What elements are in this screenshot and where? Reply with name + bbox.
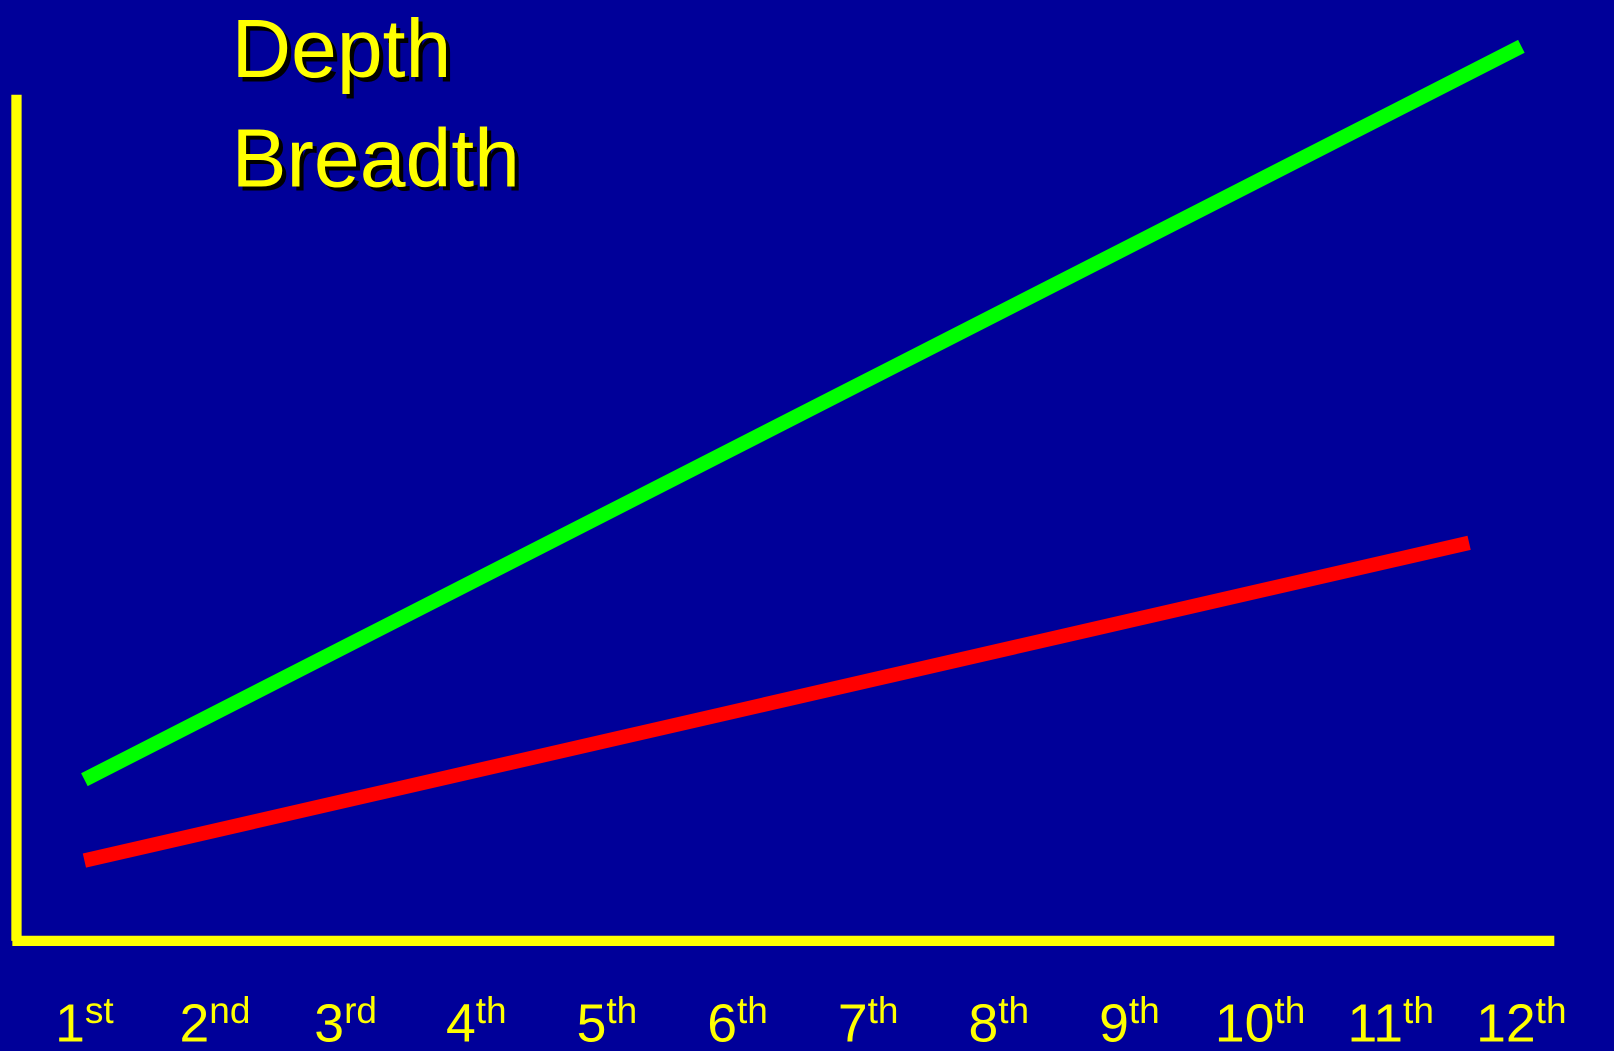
x-tick-label: 5th bbox=[577, 989, 638, 1051]
series-line bbox=[82, 535, 1471, 868]
legend-shadow: Depth bbox=[236, 7, 456, 99]
x-tick-label: 11th bbox=[1347, 989, 1433, 1051]
legend-label: Depth bbox=[232, 3, 452, 95]
x-tick-label: 9th bbox=[1099, 989, 1160, 1051]
x-tick-label: 6th bbox=[707, 989, 768, 1051]
legend-shadow: Breadth bbox=[236, 116, 524, 208]
series-line bbox=[81, 39, 1525, 787]
x-tick-label: 10th bbox=[1215, 989, 1305, 1051]
x-tick-label: 8th bbox=[968, 989, 1029, 1051]
x-tick-label: 2nd bbox=[180, 989, 251, 1051]
x-tick-label: 7th bbox=[838, 989, 899, 1051]
x-tick-label: 12th bbox=[1476, 989, 1566, 1051]
legend-label: Breadth bbox=[232, 112, 520, 204]
x-tick-label: 1st bbox=[55, 989, 114, 1051]
x-tick-label: 3rd bbox=[314, 989, 377, 1051]
x-tick-label: 4th bbox=[446, 989, 507, 1051]
